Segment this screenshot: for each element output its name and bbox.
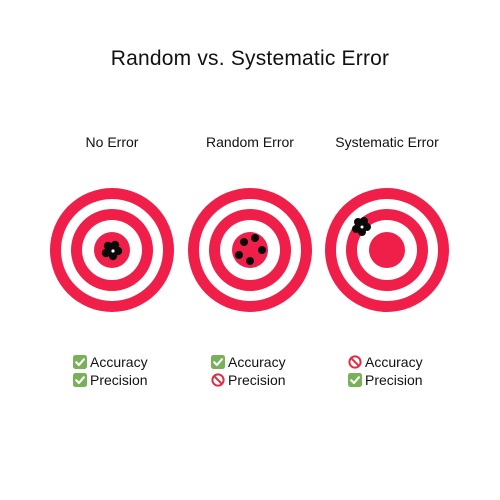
shot-hole [108,251,118,261]
shot-hole [358,228,366,236]
shot-hole [251,234,259,242]
bullseye-icon [188,188,312,312]
criteria-label: Precision [228,372,286,388]
shot-scatter [235,234,266,265]
target-systematic-error [325,188,449,312]
shot-hole [235,251,243,259]
shot-hole [246,257,254,265]
criteria-item-accuracy: Accuracy [73,353,193,371]
check-mark-icon [73,355,87,369]
shot-hole [363,223,371,231]
criteria-item-precision: Precision [73,371,193,389]
criteria-label: Precision [90,372,148,388]
target-random-error [188,188,312,312]
criteria-label: Accuracy [228,354,286,370]
criteria-list: Accuracy Precision [348,353,468,389]
check-mark-icon [348,373,362,387]
panel-label: No Error [85,134,139,150]
prohibited-icon [348,355,362,369]
criteria-label: Accuracy [90,354,148,370]
criteria-item-accuracy: Accuracy [211,353,331,371]
shot-cluster [352,217,371,236]
diagram-title: Random vs. Systematic Error [110,47,390,70]
criteria-item-precision: Precision [211,371,331,389]
prohibited-icon [211,373,225,387]
target-no-error [50,188,174,312]
criteria-item-accuracy: Accuracy [348,353,468,371]
check-mark-icon [73,373,87,387]
panel-label: Systematic Error [335,134,439,150]
panel-random-error: Random Error Accuracy [180,0,320,500]
panel-label: Random Error [206,134,294,150]
check-mark-icon [211,355,225,369]
panel-no-error: No Error Accuracy [42,0,182,500]
bullseye-icon [325,188,449,312]
criteria-list: Accuracy Precision [211,353,331,389]
panel-systematic-error: Systematic Error Accuracy [317,0,457,500]
bullseye-icon [50,188,174,312]
criteria-label: Precision [365,372,423,388]
shot-hole [258,246,266,254]
criteria-label: Accuracy [365,354,423,370]
shot-hole [240,238,248,246]
criteria-list: Accuracy Precision [73,353,193,389]
criteria-item-precision: Precision [348,371,468,389]
shot-cluster [101,240,123,261]
